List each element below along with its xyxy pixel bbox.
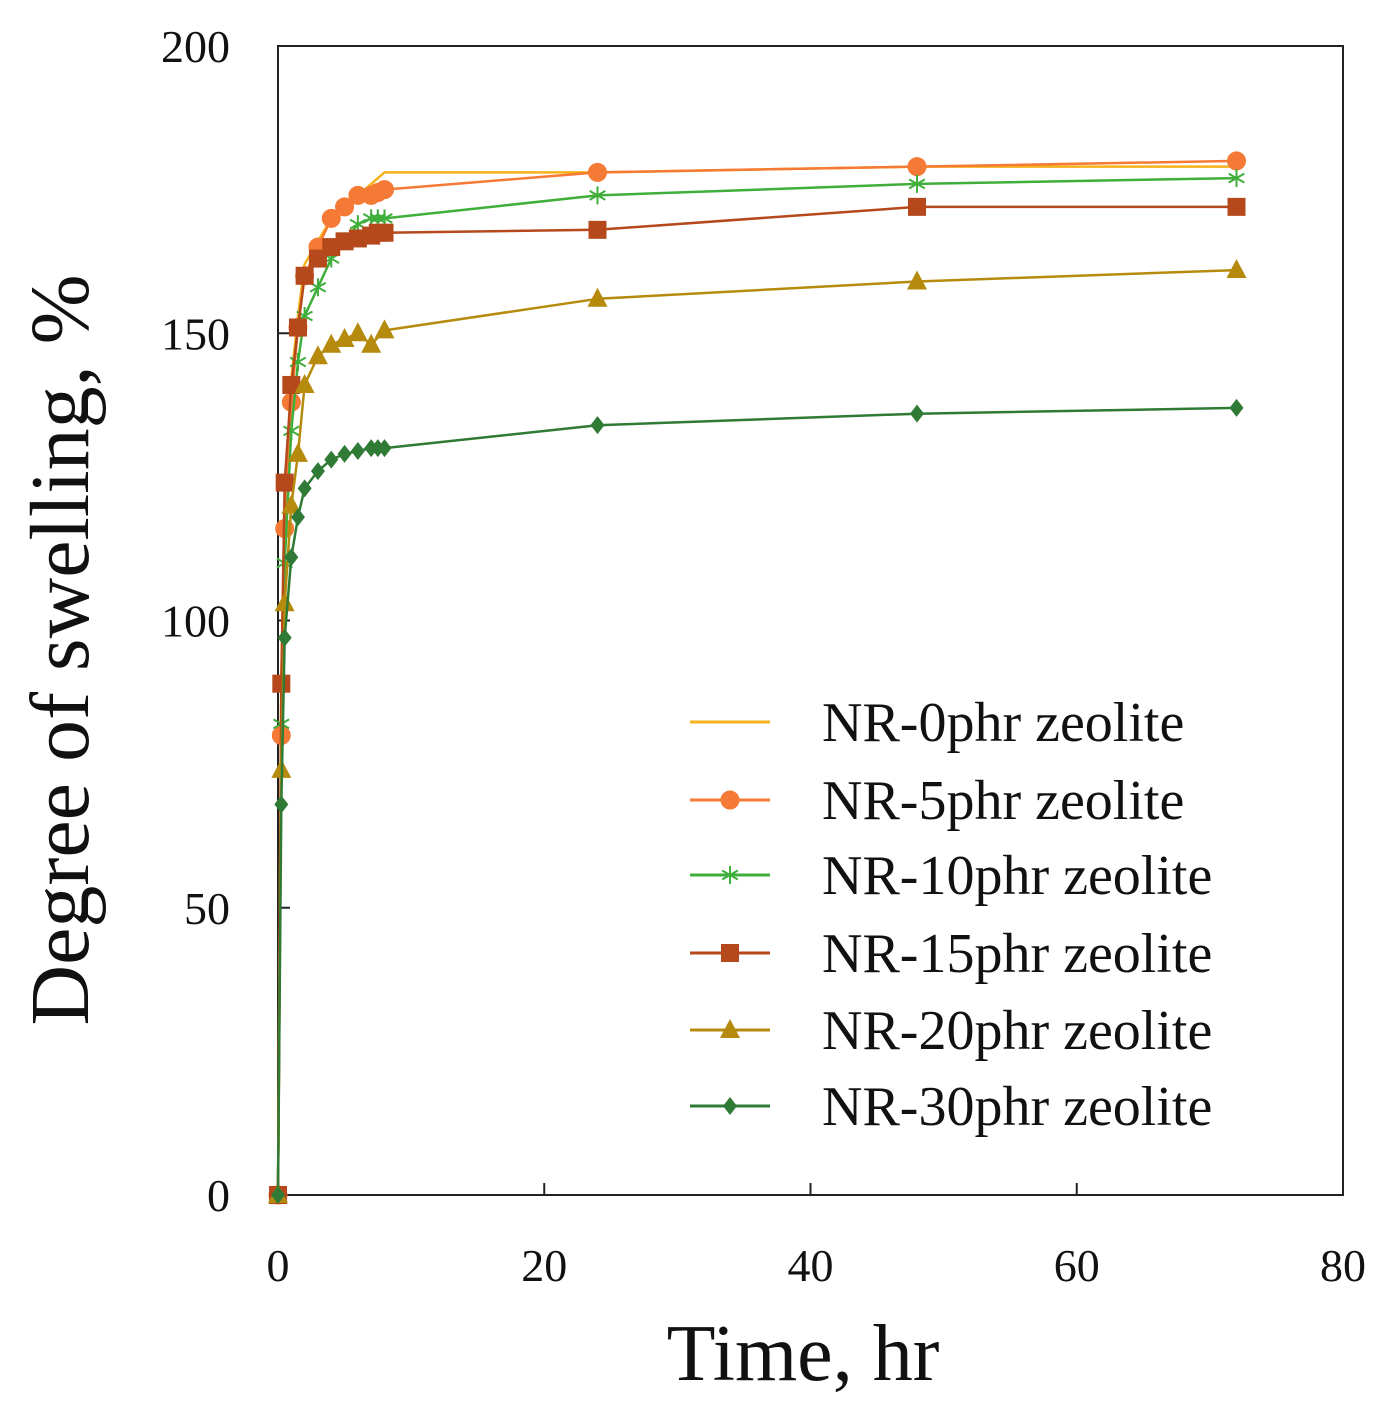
data-point — [334, 327, 355, 347]
data-point — [908, 174, 926, 193]
data-point — [907, 270, 927, 290]
data-point — [588, 162, 607, 182]
data-point — [294, 373, 315, 393]
data-point — [1227, 151, 1246, 171]
legend: NR-0phr zeolite NR-5phr zeolite NR-10phr z… — [690, 692, 1212, 1138]
y-tick-label: 50 — [184, 883, 230, 934]
x-tick-label: 80 — [1320, 1240, 1366, 1291]
data-point — [321, 333, 342, 353]
legend-item: NR-10phr zeolite — [690, 845, 1212, 907]
y-axis-title: Degree of swelling, % — [14, 274, 107, 1025]
y-tick-label: 0 — [207, 1170, 230, 1221]
data-point — [290, 508, 305, 527]
data-point — [271, 1186, 285, 1204]
data-point — [277, 628, 292, 647]
data-point — [1226, 259, 1247, 279]
data-point — [288, 318, 307, 337]
data-point — [377, 439, 392, 458]
data-point — [295, 266, 314, 285]
y-tick-label: 100 — [161, 596, 230, 647]
x-tick-label: 20 — [521, 1240, 567, 1291]
legend-label: NR-5phr zeolite — [822, 770, 1184, 832]
legend-label: NR-10phr zeolite — [822, 845, 1212, 907]
x-tick-label: 40 — [788, 1240, 834, 1291]
legend-item: NR-5phr zeolite — [690, 770, 1184, 832]
data-point — [297, 479, 312, 498]
legend-label: NR-20phr zeolite — [822, 1000, 1212, 1062]
legend-marker — [720, 790, 740, 810]
legend-item: NR-30phr zeolite — [690, 1076, 1212, 1138]
data-point — [337, 444, 352, 463]
data-point — [335, 197, 355, 217]
data-point — [324, 450, 339, 469]
legend-item: NR-15phr zeolite — [690, 923, 1212, 985]
series-nr-30phr-zeolite — [271, 398, 1244, 1204]
data-point — [307, 345, 328, 365]
data-point — [590, 416, 605, 435]
y-tick-label: 200 — [161, 21, 230, 72]
data-point — [281, 494, 302, 514]
data-point — [587, 287, 608, 307]
x-tick-label: 60 — [1054, 1240, 1100, 1291]
series-layer — [268, 151, 1247, 1205]
data-point — [908, 197, 926, 216]
series-nr-20phr-zeolite — [268, 259, 1247, 1203]
legend-marker — [720, 1019, 740, 1038]
data-point — [374, 319, 395, 339]
legend-label: NR-15phr zeolite — [822, 923, 1212, 985]
data-point — [907, 157, 927, 177]
data-point — [589, 186, 606, 205]
data-point — [588, 220, 607, 239]
legend-marker — [721, 944, 739, 962]
data-point — [274, 795, 289, 814]
data-point — [347, 322, 368, 342]
axes-layer: 0 20 40 60 80 0 50 100 150 200 Time, hr Degree of s… — [14, 21, 1366, 1398]
data-point — [284, 548, 299, 567]
data-point — [910, 404, 924, 423]
legend-label: NR-30phr zeolite — [822, 1076, 1212, 1138]
legend-marker — [721, 866, 739, 884]
data-point — [287, 442, 308, 462]
x-axis-title: Time, hr — [667, 1310, 940, 1398]
data-point — [282, 421, 300, 440]
x-tick-label: 0 — [267, 1240, 290, 1291]
legend-item: NR-0phr zeolite — [690, 692, 1184, 754]
data-point — [274, 592, 295, 612]
data-point — [310, 462, 325, 481]
data-point — [282, 375, 301, 394]
data-point — [1229, 398, 1244, 417]
data-point — [375, 223, 394, 242]
legend-marker — [723, 1097, 737, 1115]
data-point — [272, 674, 291, 693]
data-point — [361, 333, 382, 353]
data-point — [350, 442, 365, 461]
series-line — [276, 406, 1237, 1196]
data-point — [1228, 169, 1245, 188]
legend-item: NR-20phr zeolite — [690, 1000, 1212, 1062]
y-tick-label: 150 — [161, 308, 230, 359]
data-point — [321, 208, 341, 228]
data-point — [1227, 197, 1246, 216]
legend-label: NR-0phr zeolite — [822, 692, 1184, 754]
data-point — [375, 180, 394, 200]
data-point — [275, 473, 294, 492]
series-nr-15phr-zeolite — [269, 197, 1246, 1204]
